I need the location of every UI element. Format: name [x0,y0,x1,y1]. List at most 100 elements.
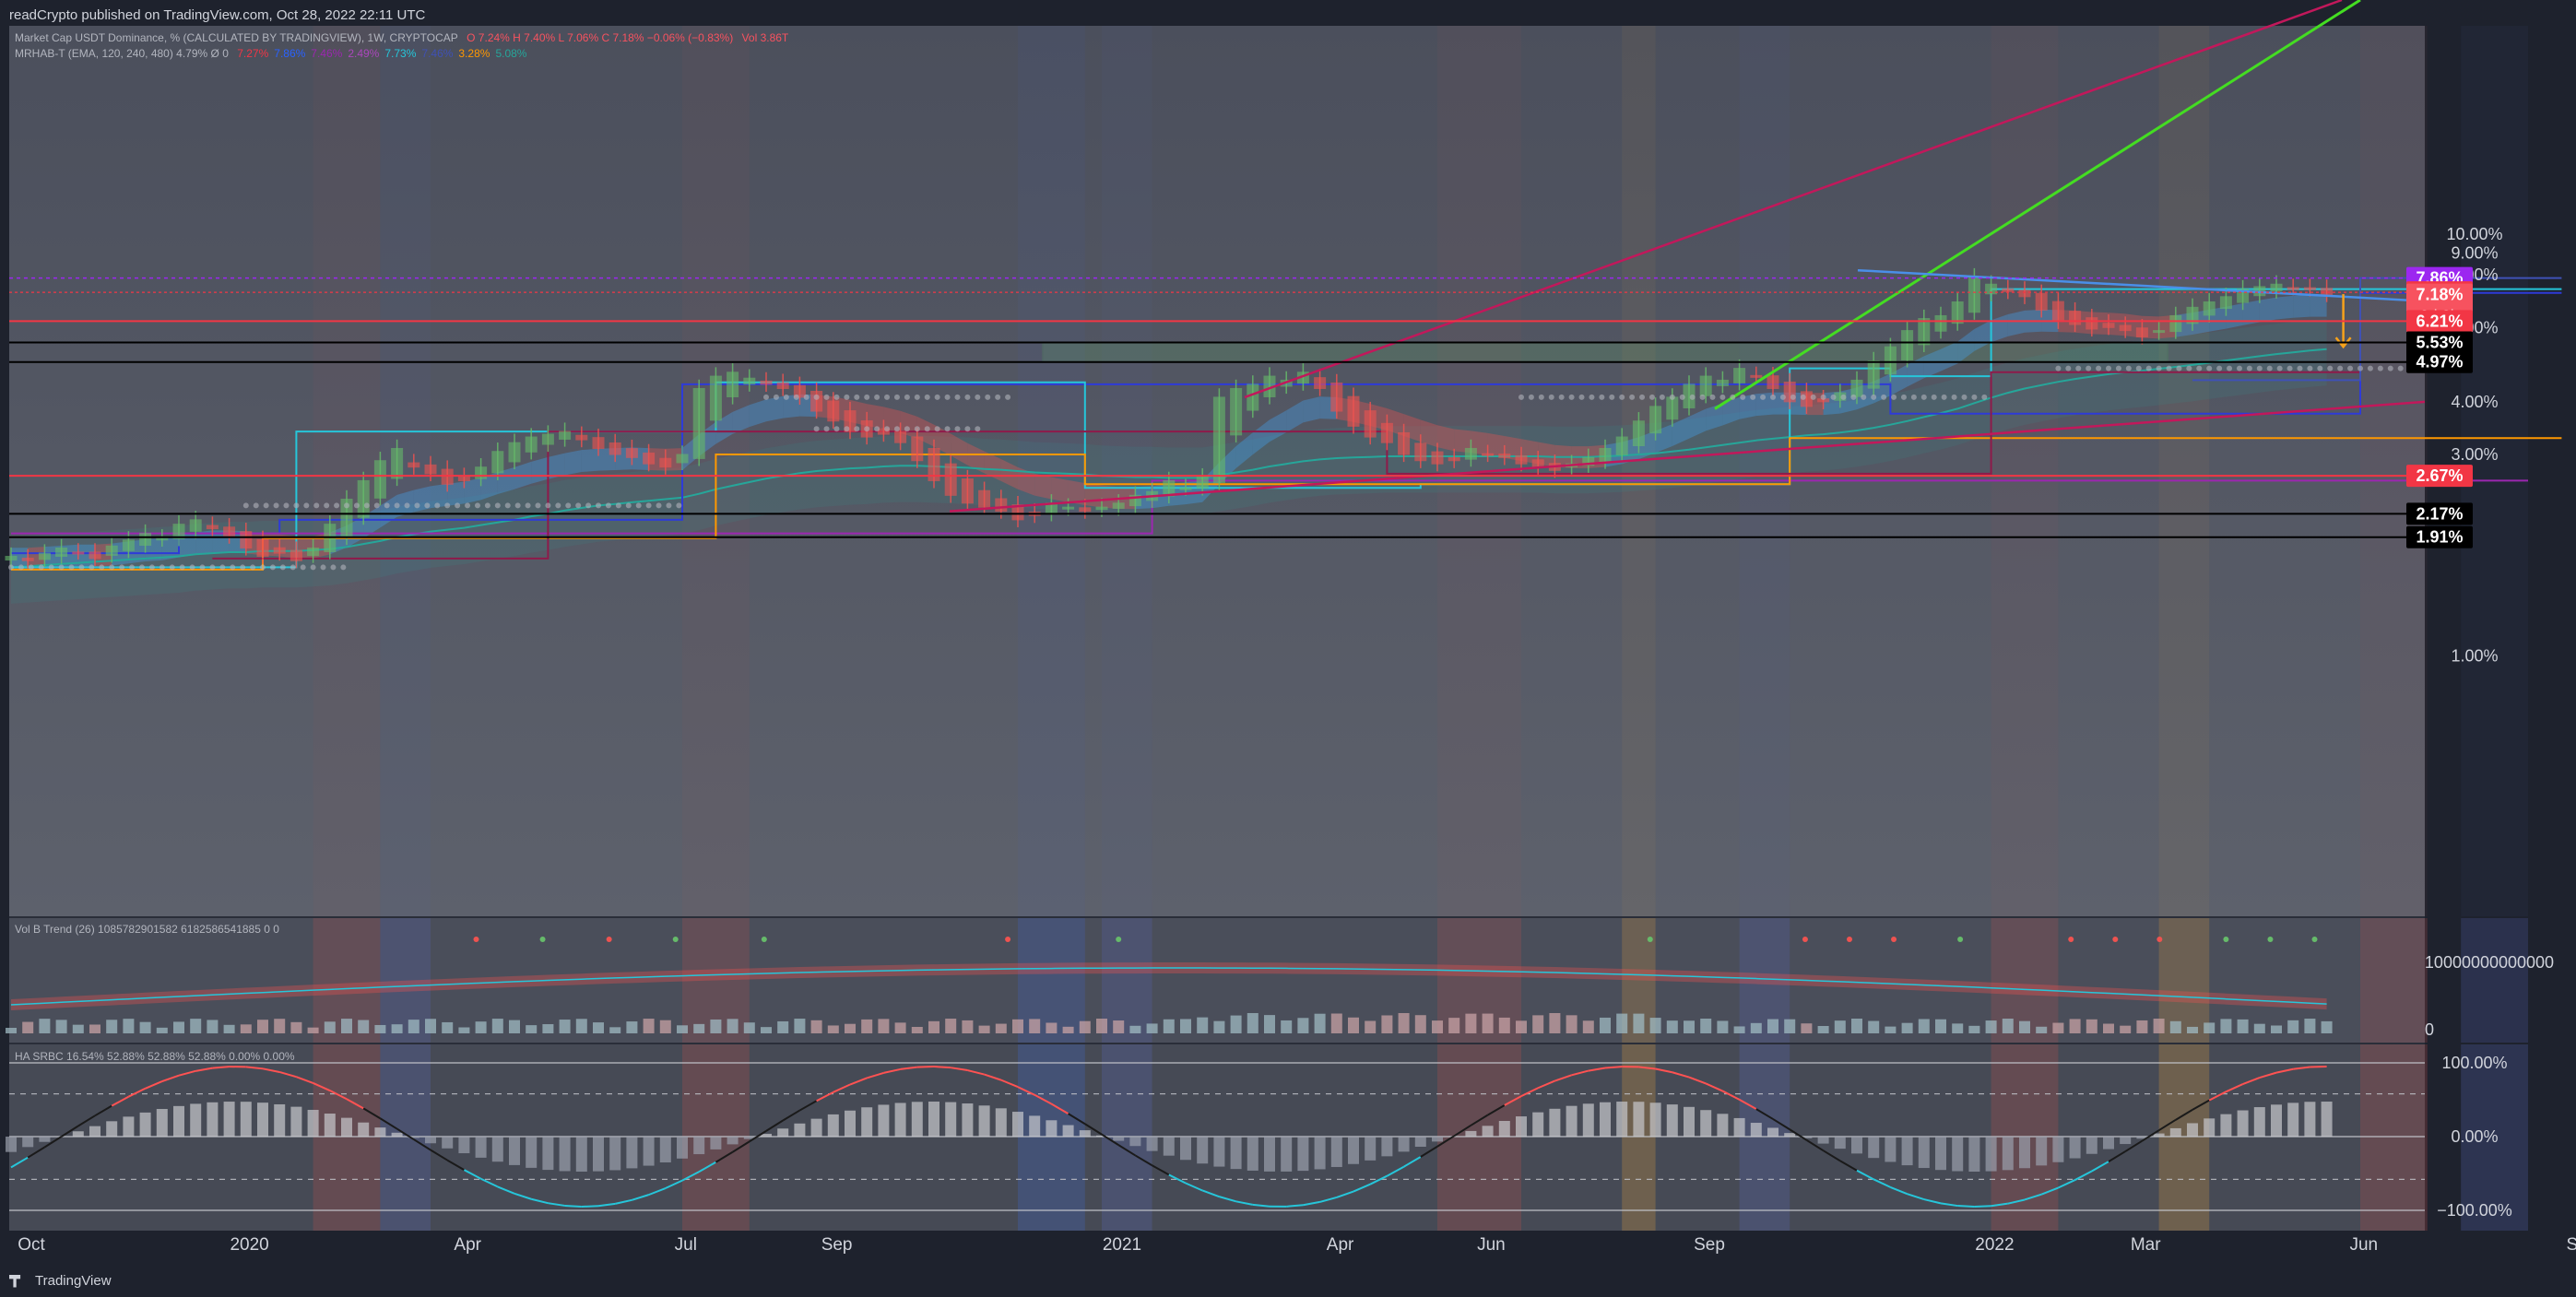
candle-body[interactable] [1482,453,1495,456]
time-axis-label[interactable]: 2022 [1975,1235,2014,1255]
volume-bar[interactable] [1801,1023,1813,1033]
volume-bar[interactable] [810,1020,822,1033]
candle-body[interactable] [1196,477,1209,489]
volume-bar[interactable] [1918,1019,1930,1033]
volume-bar[interactable] [945,1019,957,1033]
volume-bar[interactable] [1330,1013,1342,1033]
candle-body[interactable] [727,371,739,398]
volume-bar[interactable] [1314,1013,1326,1033]
candle-body[interactable] [1128,494,1141,507]
volume-bar[interactable] [408,1020,419,1033]
volume-bar[interactable] [2052,1022,2064,1033]
volume-bar[interactable] [39,1019,51,1033]
volume-bar[interactable] [6,1028,17,1033]
candle-body[interactable] [659,457,672,468]
candle-body[interactable] [2086,317,2098,330]
candle-body[interactable] [894,430,907,443]
candle-body[interactable] [424,464,437,475]
time-axis-label[interactable]: Jul [675,1235,697,1255]
volume-bar[interactable] [425,1019,436,1033]
volume-bar[interactable] [290,1021,302,1033]
candle-body[interactable] [2321,288,2334,296]
volume-bar[interactable] [2271,1025,2282,1033]
candle-body[interactable] [1867,360,1880,389]
volume-bar[interactable] [1851,1019,1862,1033]
candle-body[interactable] [1582,456,1595,466]
volume-bar[interactable] [324,1021,336,1033]
candle-body[interactable] [525,436,538,453]
volume-bar[interactable] [190,1019,202,1033]
oscillator-axis-label[interactable]: −100.00% [2437,1201,2512,1220]
candle-body[interactable] [1531,459,1544,468]
volume-bar[interactable] [2220,1019,2232,1033]
candle-body[interactable] [1179,487,1192,490]
volume-bar[interactable] [794,1019,806,1033]
volume-bar[interactable] [2086,1019,2097,1033]
volume-bar[interactable] [358,1020,370,1033]
volume-bar[interactable] [1029,1019,1041,1033]
candle-body[interactable] [156,537,169,541]
volume-bar[interactable] [22,1021,34,1033]
volume-bar[interactable] [1649,1018,1661,1033]
candle-body[interactable] [928,447,940,481]
candle-body[interactable] [1112,502,1125,509]
candle-body[interactable] [776,382,789,389]
candle-body[interactable] [2286,287,2299,290]
time-axis-label[interactable]: Apr [1327,1235,1354,1255]
candle-body[interactable] [256,538,269,558]
candle-body[interactable] [223,526,236,537]
candle-body[interactable] [391,447,404,479]
candle-body[interactable] [172,524,185,539]
oscillator-axis-label[interactable]: 0.00% [2451,1127,2498,1146]
volume-bar[interactable] [878,1019,890,1033]
price-axis-label[interactable]: 9.00% [2451,244,2498,263]
candle-body[interactable] [307,548,320,557]
volume-bar[interactable] [995,1023,1007,1033]
candle-body[interactable] [1934,314,1947,332]
candle-body[interactable] [961,478,974,504]
volume-bar[interactable] [2237,1019,2249,1033]
price-axis-label[interactable]: 10.00% [2446,225,2502,243]
candle-body[interactable] [441,468,454,485]
volume-bar[interactable] [1414,1015,1426,1033]
downtrend-line[interactable] [1857,268,2416,302]
candle-body[interactable] [1649,406,1662,434]
candle-body[interactable] [1212,396,1225,483]
candle-body[interactable] [408,462,420,468]
volume-bar[interactable] [2321,1020,2333,1033]
candle-body[interactable] [1599,447,1612,463]
volume-bar[interactable] [123,1019,135,1033]
candle-body[interactable] [2203,301,2216,316]
candle-body[interactable] [1901,330,1914,360]
volume-bar[interactable] [1968,1025,1980,1033]
volume-bar[interactable] [2204,1022,2216,1033]
volume-bar[interactable] [1197,1017,1209,1033]
candle-body[interactable] [1347,395,1360,427]
volume-bar[interactable] [173,1021,184,1033]
candle-body[interactable] [1750,374,1763,378]
candle-body[interactable] [1079,507,1092,513]
volume-bar[interactable] [1381,1015,1393,1033]
candle-body[interactable] [72,551,85,555]
volume-bar[interactable] [1582,1020,1594,1033]
candle-body[interactable] [2219,296,2232,310]
volume-bar[interactable] [1566,1015,1578,1033]
volume-bar[interactable] [827,1025,839,1033]
volume-bar[interactable] [894,1022,906,1033]
volume-bar[interactable] [1666,1020,1678,1033]
candle-body[interactable] [240,531,253,549]
volume-bar[interactable] [2169,1020,2181,1033]
candle-body[interactable] [1498,454,1511,458]
candle-body[interactable] [1448,457,1460,462]
volume-bar[interactable] [2153,1019,2165,1033]
candle-body[interactable] [1716,379,1729,386]
volume-bar[interactable] [677,1025,688,1033]
volume-bar[interactable] [1096,1019,1107,1033]
volume-bar[interactable] [1365,1020,1377,1033]
volume-bar[interactable] [761,1027,772,1033]
candle-body[interactable] [475,466,488,479]
volume-bar[interactable] [55,1020,67,1033]
candle-body[interactable] [625,448,638,458]
volume-bar[interactable] [1113,1020,1125,1033]
candle-body[interactable] [1967,277,1980,313]
